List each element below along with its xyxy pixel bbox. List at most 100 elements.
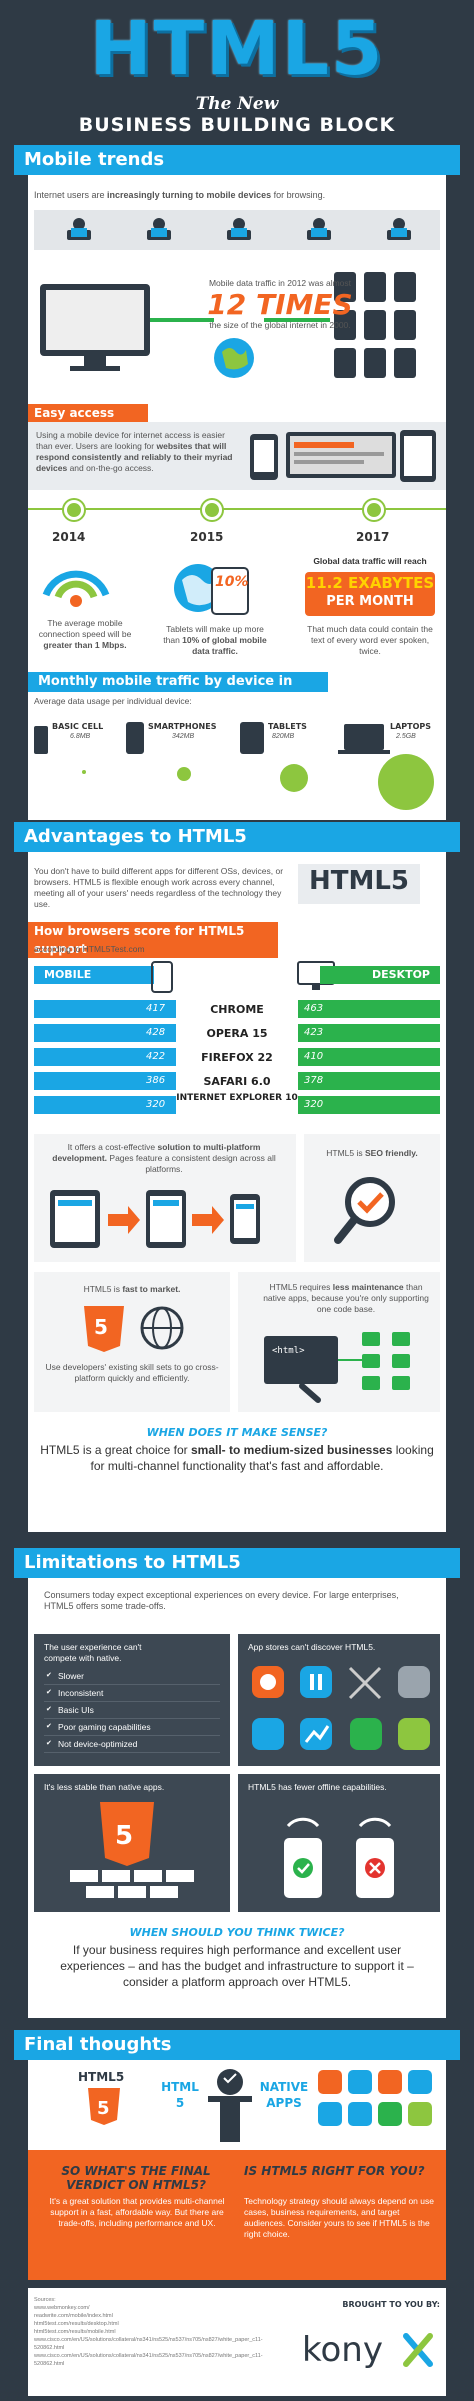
tile-offline-title: HTML5 has fewer offline capabilities. — [248, 1782, 387, 1792]
magnifier-check-icon — [334, 1177, 395, 1244]
exabytes-badge — [305, 572, 435, 616]
value-mobile-chrome: 417 — [146, 1003, 166, 1014]
section-mobile-trends: Mobile trends — [14, 145, 460, 175]
device-name-smartphones: SMARTPHONES — [148, 722, 217, 731]
bubble-basic-cell — [82, 770, 86, 774]
tile-maintenance-text: HTML5 requires less maintenance than nat… — [263, 1282, 429, 1314]
kony-logo-mark-icon — [403, 2333, 433, 2367]
device-usage-graphic — [34, 722, 434, 810]
subtitle-business: BUSINESS BUILDING BLOCK — [78, 114, 396, 136]
desktop-label: DESKTOP — [320, 966, 440, 984]
vs-left-1: HTML — [161, 2080, 199, 2094]
person-balance-icon — [208, 2069, 252, 2142]
device-value-tablets: 820MB — [272, 733, 295, 740]
value-mobile-safari: 386 — [146, 1075, 166, 1086]
svg-text:5: 5 — [115, 1821, 133, 1851]
right-for-you-text: Technology strategy should always depend… — [244, 2196, 434, 2239]
source-line: readwrite.com/mobile/index.html — [34, 2313, 113, 2319]
device-value-basic-cell: 6.8MB — [70, 733, 91, 740]
limitations-intro: Consumers today expect exceptional exper… — [44, 1590, 399, 1611]
sources-label: Sources: — [34, 2297, 56, 2303]
monitor-phones-icon — [40, 272, 416, 378]
tile-stability-title: It's less stable than native apps. — [44, 1782, 165, 1792]
globe-tablet-icon — [174, 564, 249, 615]
when-sense-text: HTML5 is a great choice for small- to me… — [40, 1443, 434, 1473]
bar-mobile-firefox — [34, 1048, 176, 1066]
tile-app-stores-title: App stores can't discover HTML5. — [248, 1642, 376, 1652]
wifi-icon — [42, 570, 110, 607]
timeline-2017-bottom: That much data could contain the text of… — [307, 624, 433, 656]
ux-item-gaming: Poor gaming capabilities — [44, 1719, 220, 1736]
ux-item-not-optimized: Not device-optimized — [44, 1736, 220, 1753]
timeline-2017-top: Global data traffic will reach — [313, 556, 427, 566]
tablet-badge: 10% — [215, 574, 249, 590]
tile-seo-text: HTML5 is SEO friendly. — [326, 1148, 418, 1158]
html5-shield-icon: 5 — [88, 2088, 120, 2125]
section-final-thoughts: Final thoughts — [14, 2030, 460, 2060]
tile-fast-market — [34, 1272, 230, 1412]
year-2017: 2017 — [356, 530, 390, 544]
traffic-pre: Mobile data traffic in 2012 was almost — [208, 278, 352, 288]
bar-desktop-safari — [298, 1072, 440, 1090]
timeline-dot-2017 — [364, 500, 384, 520]
browser-safari: SAFARI 6.0 — [203, 1075, 271, 1088]
bar-mobile-safari — [34, 1072, 176, 1090]
bar-desktop-chrome — [298, 1000, 440, 1018]
device-name-laptops: LAPTOPS — [390, 722, 432, 731]
source-line: www.cisco.com/en/US/solutions/collateral… — [34, 2337, 263, 2351]
section-limitations: Limitations to HTML5 — [14, 1548, 460, 1578]
html5-globe-icon: 5 — [84, 1306, 184, 1352]
value-mobile-ie: 320 — [146, 1099, 166, 1110]
bar-desktop-firefox — [298, 1048, 440, 1066]
timeline-dot-2015 — [202, 500, 222, 520]
value-desktop-firefox: 410 — [304, 1051, 324, 1062]
tile-fast-market-text: Use developers' existing skill sets to g… — [45, 1362, 219, 1383]
traffic-graphic — [34, 262, 440, 392]
bar-mobile-opera — [34, 1024, 176, 1042]
tile-multiplatform-text: It offers a cost-effective solution to m… — [52, 1142, 276, 1174]
bubble-laptops — [378, 754, 434, 810]
timeline-2014-text: The average mobile connection speed will… — [38, 618, 132, 650]
timeline-2015-text: Tablets will make up more than 10% of gl… — [163, 624, 267, 656]
footer-panel — [28, 2288, 446, 2396]
main-title: HTML5 — [89, 6, 385, 92]
easy-access-heading: Easy access — [28, 404, 148, 422]
app-icon-set — [252, 1666, 430, 1750]
brought-to-you-by: BROUGHT TO YOU BY: — [342, 2300, 440, 2309]
value-desktop-chrome: 463 — [304, 1003, 324, 1014]
device-value-smartphones: 342MB — [172, 733, 195, 740]
browser-score-chart: 417 CHROME 463 428 OPERA 15 423 422 FIRE… — [34, 1000, 440, 1120]
right-for-you-title: IS HTML5 RIGHT FOR YOU? — [244, 2164, 425, 2178]
easy-access-text: Using a mobile device for internet acces… — [36, 430, 233, 473]
exabytes-value: 11.2 EXABYTES — [305, 574, 435, 592]
timeline-dot-2014 — [64, 500, 84, 520]
vs-left-2: 5 — [175, 2096, 185, 2110]
app-icons-grid — [252, 1666, 430, 1750]
crumbling-wall-icon: 5 — [70, 1802, 194, 1898]
kony-logo: kony — [302, 2330, 383, 2370]
bar-mobile-chrome — [34, 1000, 176, 1018]
bar-desktop-opera — [298, 1024, 440, 1042]
browser-firefox: FIREFOX 22 — [201, 1051, 273, 1064]
value-mobile-opera: 428 — [146, 1027, 166, 1038]
mobile-intro: Internet users are increasingly turning … — [34, 190, 326, 200]
final-html5-label: HTML5 — [78, 2070, 125, 2084]
device-value-laptops: 2.5GB — [396, 733, 416, 740]
subtitle-new: The New — [195, 94, 279, 114]
source-line: html5test.com/results/desktop.html — [34, 2321, 119, 2327]
browsers-source: according to HTML5Test.com — [34, 944, 145, 954]
source-line: www.cisco.com/en/US/solutions/collateral… — [34, 2353, 263, 2367]
verdict-panel — [28, 2150, 446, 2280]
device-name-basic-cell: BASIC CELL — [52, 722, 104, 731]
browser-ie: INTERNET EXPLORER 10 — [176, 1093, 298, 1103]
value-desktop-opera: 423 — [304, 1027, 324, 1038]
ux-list: Slower Inconsistent Basic UIs Poor gamin… — [44, 1668, 220, 1753]
vs-right-1: NATIVE — [259, 2080, 309, 2094]
value-desktop-ie: 320 — [304, 1099, 324, 1110]
ux-item-basic-uis: Basic UIs — [44, 1702, 220, 1719]
code-label: <html> — [272, 1346, 305, 1356]
phone-icon — [151, 961, 173, 993]
ux-item-slower: Slower — [44, 1668, 220, 1685]
monthly-traffic-sub: Average data usage per individual device… — [34, 696, 192, 706]
bubble-smartphones — [177, 767, 191, 781]
